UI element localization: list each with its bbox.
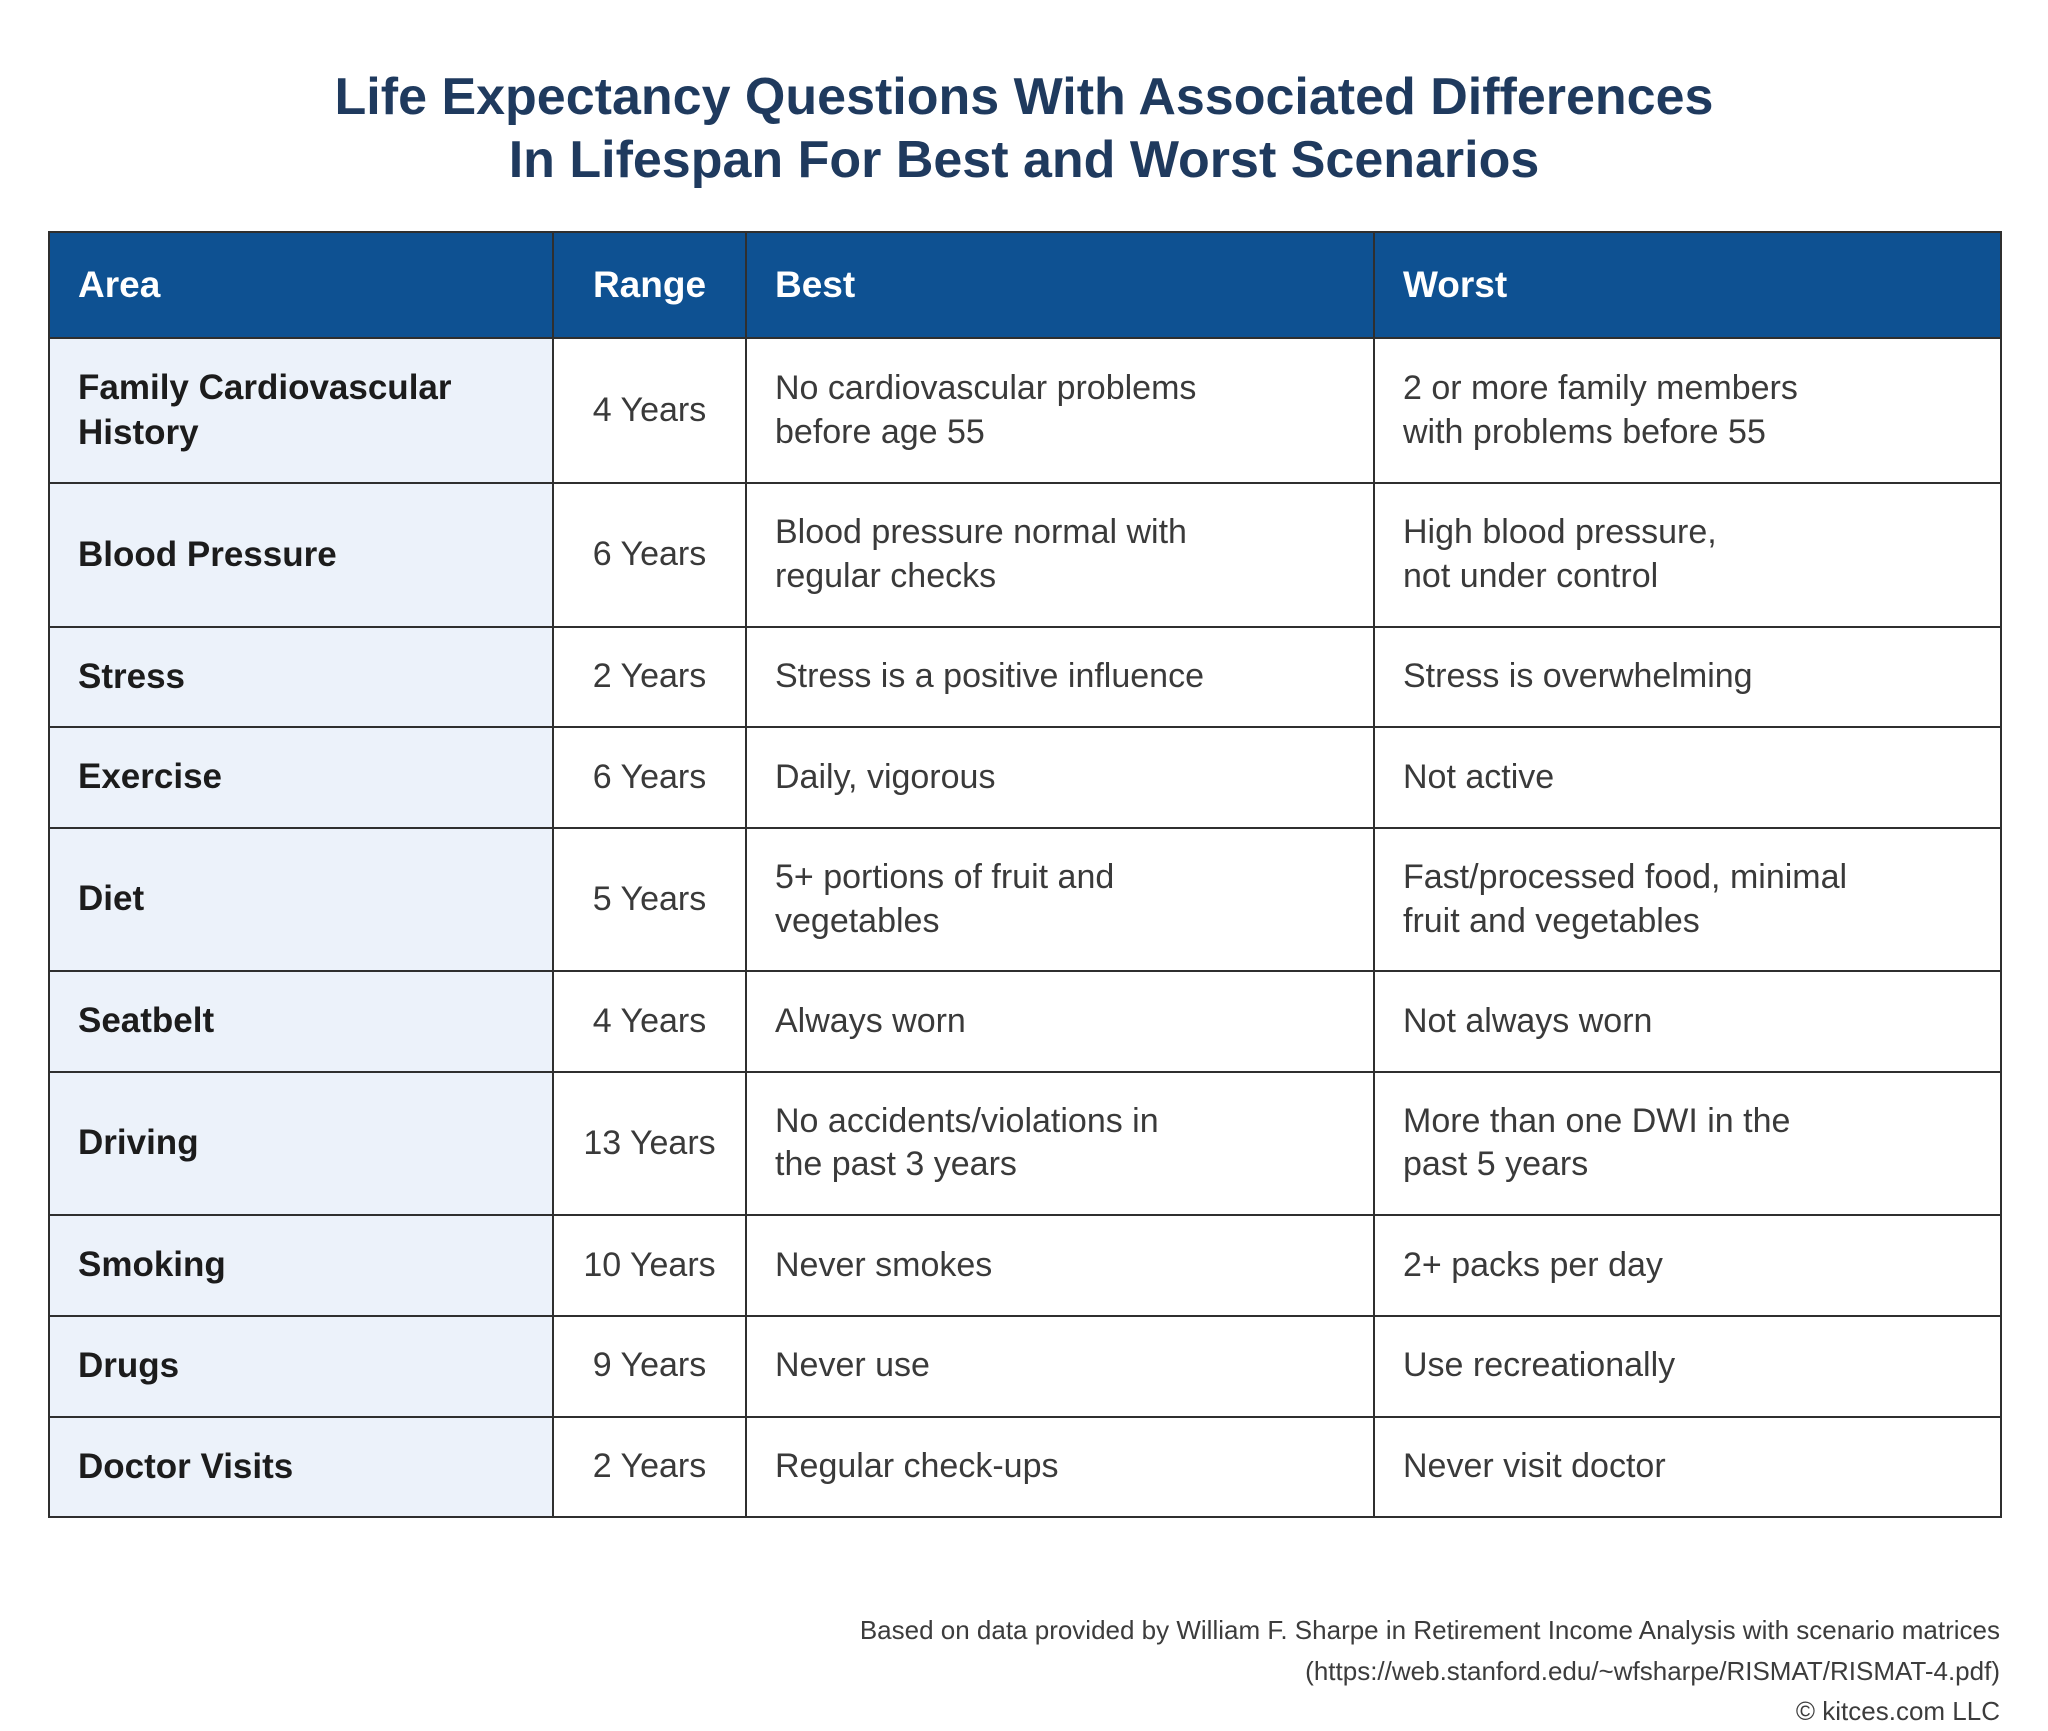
area-cell: Seatbelt	[48, 970, 554, 1073]
table-row: Family Cardiovascular History 4 Years No c…	[48, 336, 2002, 485]
best-cell: Blood pressure normal with regular check…	[745, 482, 1375, 628]
area-cell: Blood Pressure	[48, 482, 554, 628]
area-cell: Drugs	[48, 1314, 554, 1418]
best-cell: No cardiovascular problems before age 55	[745, 336, 1375, 485]
worst-cell: Stress is overwhelming	[1373, 625, 2002, 729]
area-cell: Exercise	[48, 726, 554, 830]
range-cell: 2 Years	[552, 625, 747, 729]
table-row: Diet 5 Years 5+ portions of fruit and vege…	[48, 827, 2002, 973]
source-footer: Based on data provided by William F. Sha…	[0, 1610, 2000, 1731]
source-attribution: Based on data provided by William F. Sha…	[859, 1615, 2000, 1646]
worst-cell: Not active	[1373, 726, 2002, 830]
best-cell: Never smokes	[745, 1213, 1375, 1317]
best-cell: Never use	[745, 1314, 1375, 1418]
table-row: Driving 13 Years No accidents/violations i…	[48, 1070, 2002, 1216]
table-row: Drugs 9 Years Never use Use recreationally	[48, 1314, 2002, 1418]
range-cell: 6 Years	[552, 482, 747, 628]
page-title: Life Expectancy Questions With Associate…	[0, 0, 2048, 193]
range-cell: 4 Years	[552, 336, 747, 485]
table-row: Exercise 6 Years Daily, vigorous Not active	[48, 726, 2002, 830]
page-title-line-1: Life Expectancy Questions With Associate…	[334, 68, 1714, 126]
table-row: Stress 2 Years Stress is a positive influe…	[48, 625, 2002, 729]
copyright: © kitces.com LLC	[1795, 1695, 2000, 1726]
best-cell: Always worn	[745, 970, 1375, 1073]
area-cell: Stress	[48, 625, 554, 729]
worst-cell: Never visit doctor	[1373, 1415, 2002, 1519]
best-cell: Daily, vigorous	[745, 726, 1375, 830]
table-row: Doctor Visits 2 Years Regular check-ups Nev…	[48, 1415, 2002, 1519]
area-cell: Family Cardiovascular History	[48, 336, 554, 485]
worst-cell: Not always worn	[1373, 970, 2002, 1073]
area-cell: Smoking	[48, 1213, 554, 1317]
range-cell: 5 Years	[552, 827, 747, 973]
column-header-range: Range	[552, 230, 747, 339]
life-expectancy-table: Area Range Best Worst Family Cardiovascu…	[48, 230, 2002, 1519]
best-cell: 5+ portions of fruit and vegetables	[745, 827, 1375, 973]
worst-cell: More than one DWI in the past 5 years	[1373, 1070, 2002, 1216]
table-header: Area Range Best Worst	[48, 230, 2002, 339]
area-cell: Doctor Visits	[48, 1415, 554, 1519]
table-row: Smoking 10 Years Never smokes 2+ packs per …	[48, 1213, 2002, 1317]
page-title-line-2: In Lifespan For Best and Worst Scenarios	[508, 131, 1540, 190]
table-body: Family Cardiovascular History 4 Years No c…	[48, 336, 2002, 1519]
worst-cell: 2 or more family members with problems b…	[1373, 336, 2002, 485]
worst-cell: 2+ packs per day	[1373, 1213, 2002, 1317]
column-header-area: Area	[48, 230, 554, 339]
range-cell: 9 Years	[552, 1314, 747, 1418]
range-cell: 10 Years	[552, 1213, 747, 1317]
best-cell: Regular check-ups	[745, 1415, 1375, 1519]
range-cell: 13 Years	[552, 1070, 747, 1216]
source-url: (https://web.stanford.edu/~wfsharpe/RISM…	[1305, 1655, 2000, 1686]
area-cell: Diet	[48, 827, 554, 973]
worst-cell: Use recreationally	[1373, 1314, 2002, 1418]
column-header-worst: Worst	[1373, 230, 2002, 339]
range-cell: 2 Years	[552, 1415, 747, 1519]
table-row: Blood Pressure 6 Years Blood pressure norm…	[48, 482, 2002, 628]
column-header-best: Best	[745, 230, 1375, 339]
header-row: Area Range Best Worst	[48, 230, 2002, 339]
best-cell: Stress is a positive influence	[745, 625, 1375, 729]
table-row: Seatbelt 4 Years Always worn Not always wor…	[48, 970, 2002, 1073]
worst-cell: High blood pressure, not under control	[1373, 482, 2002, 628]
area-cell: Driving	[48, 1070, 554, 1216]
best-cell: No accidents/violations in the past 3 ye…	[745, 1070, 1375, 1216]
range-cell: 6 Years	[552, 726, 747, 830]
worst-cell: Fast/processed food, minimal fruit and v…	[1373, 827, 2002, 973]
range-cell: 4 Years	[552, 970, 747, 1073]
